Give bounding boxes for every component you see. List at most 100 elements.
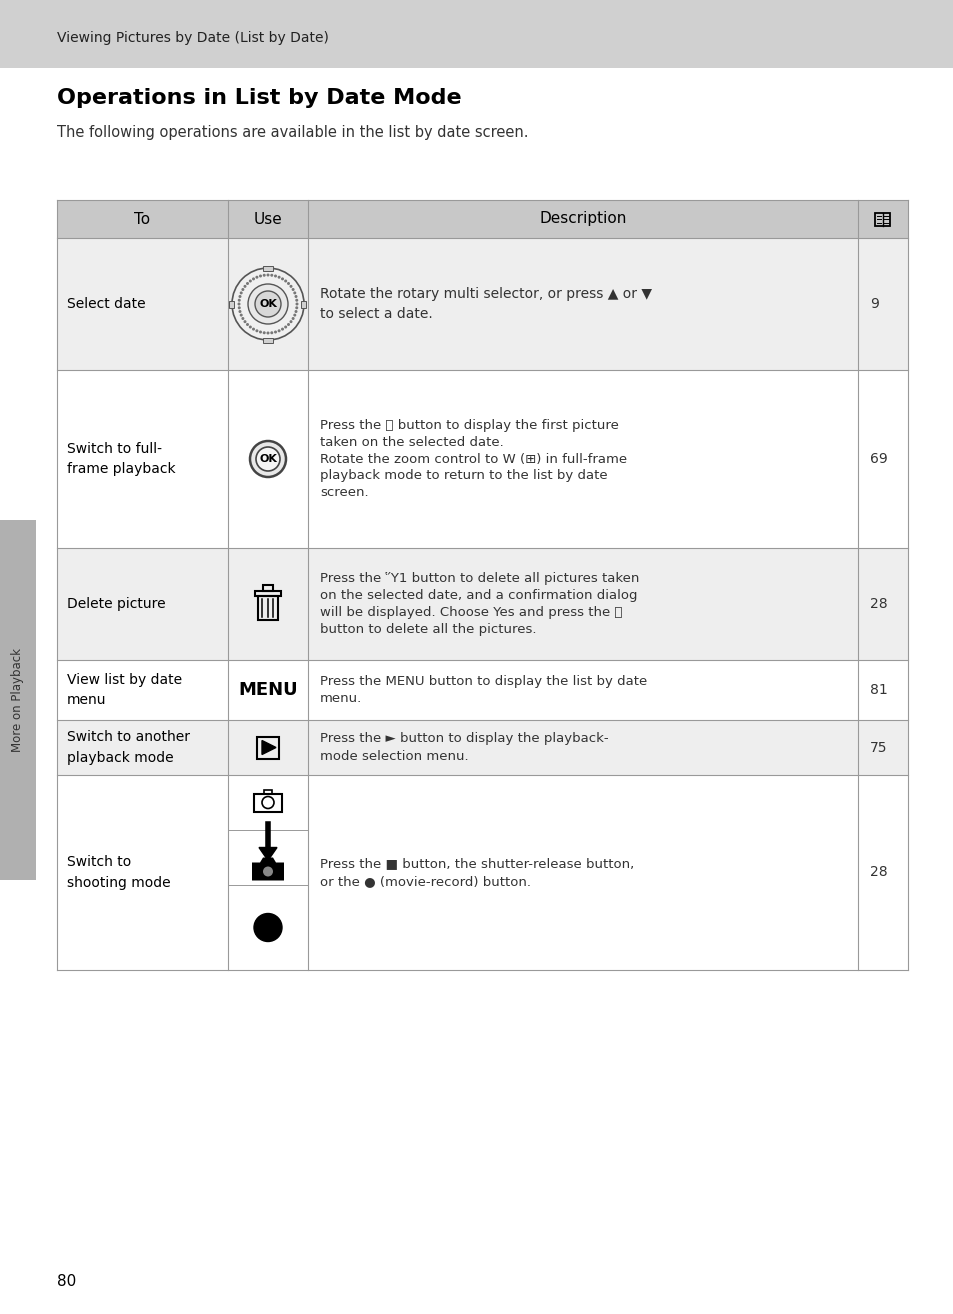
Text: The following operations are available in the list by date screen.: The following operations are available i… [57,125,528,139]
Circle shape [284,326,287,328]
Circle shape [262,273,266,277]
Circle shape [287,283,290,285]
Circle shape [287,323,290,326]
Text: Press the ► button to display the playback-: Press the ► button to display the playba… [319,732,608,745]
Circle shape [255,330,258,332]
Text: 69: 69 [869,452,887,466]
Circle shape [294,298,298,302]
Bar [57,371,907,548]
Text: screen.: screen. [319,486,368,499]
Circle shape [250,442,286,477]
Text: Switch to full-
frame playback: Switch to full- frame playback [67,442,175,476]
Circle shape [292,288,294,290]
Text: 80: 80 [57,1275,76,1289]
Circle shape [232,268,304,340]
Text: Viewing Pictures by Date (List by Date): Viewing Pictures by Date (List by Date) [57,32,329,45]
Circle shape [263,866,273,876]
Circle shape [252,277,254,280]
Circle shape [266,331,269,335]
Text: OK: OK [259,300,276,309]
Circle shape [241,288,244,290]
Circle shape [281,277,284,280]
Text: 28: 28 [869,866,886,879]
Bar [254,591,281,597]
Text: on the selected date, and a confirmation dialog: on the selected date, and a confirmation… [319,589,637,602]
Text: or the ● (movie-record) button.: or the ● (movie-record) button. [319,875,531,888]
Circle shape [284,280,287,283]
Bar [875,213,889,226]
Circle shape [237,306,240,309]
Circle shape [243,321,246,323]
Text: Use: Use [253,212,282,226]
Circle shape [258,275,262,277]
Circle shape [246,283,249,285]
Circle shape [270,273,273,277]
Bar [253,794,282,812]
Circle shape [262,331,266,334]
Bar [264,790,272,794]
Bar [57,238,907,371]
Text: playback mode to return to the list by date: playback mode to return to the list by d… [319,469,607,482]
Text: mode selection menu.: mode selection menu. [319,750,468,763]
Circle shape [295,302,298,305]
Text: Rotate the zoom control to W (⊞) in full-frame: Rotate the zoom control to W (⊞) in full… [319,452,626,465]
Text: will be displayed. Choose Yes and press the Ⓨ: will be displayed. Choose Yes and press … [319,606,622,619]
Circle shape [289,321,293,323]
Circle shape [253,913,282,942]
Bar [230,301,234,307]
Circle shape [292,317,294,321]
Text: Press the Ὕ1 button to delete all pictures taken: Press the Ὕ1 button to delete all pictur… [319,572,639,585]
Circle shape [246,323,249,326]
Circle shape [289,285,293,288]
Circle shape [241,317,244,321]
Text: 81: 81 [869,683,887,696]
Bar [0,520,36,880]
Circle shape [237,298,240,302]
Bar [57,720,907,775]
Text: Select date: Select date [67,297,146,311]
Text: More on Playback: More on Playback [11,648,25,752]
Circle shape [239,314,242,317]
Circle shape [294,306,298,309]
Circle shape [255,447,280,470]
Circle shape [248,284,288,325]
Circle shape [277,330,280,332]
Bar [301,301,306,307]
Bar [57,200,907,238]
Circle shape [249,326,252,328]
Text: button to delete all the pictures.: button to delete all the pictures. [319,623,536,636]
Circle shape [238,296,241,298]
Circle shape [254,290,281,317]
Text: to select a date.: to select a date. [319,307,433,321]
Circle shape [277,276,280,279]
Text: View list by date
menu: View list by date menu [67,673,182,707]
Text: 75: 75 [869,741,886,754]
Bar [256,737,278,758]
Bar [263,265,273,271]
Circle shape [293,314,296,317]
Circle shape [293,292,296,294]
Text: Description: Description [538,212,626,226]
Text: Rotate the rotary multi selector, or press ▲ or ▼: Rotate the rotary multi selector, or pre… [319,286,651,301]
Text: Switch to another
playback mode: Switch to another playback mode [67,731,190,765]
Text: Press the ■ button, the shutter-release button,: Press the ■ button, the shutter-release … [319,857,634,870]
Bar [57,775,907,970]
Text: MENU: MENU [238,681,297,699]
Text: Switch to
shooting mode: Switch to shooting mode [67,855,171,890]
Text: Press the Ⓨ button to display the first picture: Press the Ⓨ button to display the first … [319,418,618,431]
Text: menu.: menu. [319,692,362,706]
Text: Delete picture: Delete picture [67,597,166,611]
Circle shape [294,296,297,298]
Bar [263,338,273,343]
Circle shape [270,331,273,334]
Circle shape [252,327,254,331]
Bar [263,585,273,591]
Text: 9: 9 [869,297,878,311]
Bar [257,597,277,620]
Text: taken on the selected date.: taken on the selected date. [319,435,503,448]
Polygon shape [262,741,275,754]
Text: OK: OK [259,455,276,464]
Text: Operations in List by Date Mode: Operations in List by Date Mode [57,88,461,108]
Circle shape [258,331,262,334]
Bar [57,548,907,660]
